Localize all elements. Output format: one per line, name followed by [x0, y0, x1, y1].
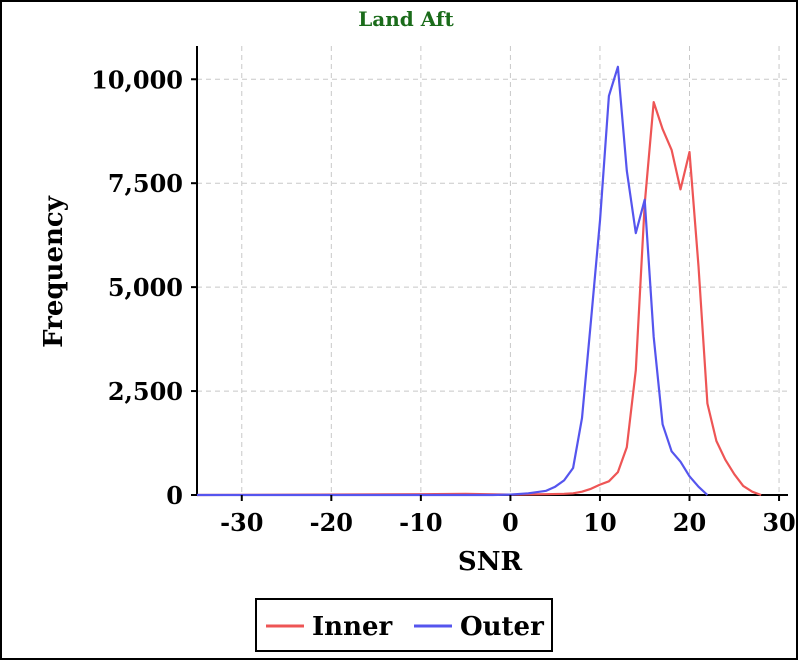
y-tick-label: 7,500 — [108, 169, 183, 198]
x-tick-label: 20 — [673, 508, 706, 537]
series-line-inner — [196, 100, 762, 497]
legend: Inner Outer — [255, 598, 553, 652]
x-tick-label: 0 — [502, 508, 519, 537]
x-axis-title: SNR — [458, 547, 523, 577]
y-axis-title: Frequency — [39, 195, 69, 348]
y-tick-label: 10,000 — [91, 65, 183, 94]
y-tick-label: 2,500 — [108, 377, 183, 406]
x-tick-label: -30 — [220, 508, 263, 537]
x-tick-label: -20 — [310, 508, 353, 537]
y-tick-label: 0 — [166, 481, 183, 510]
legend-label-inner: Inner — [312, 612, 393, 642]
tick-labels: -30 -20 -10 0 10 20 30 0 2,500 5,000 7,500 10,000 — [91, 65, 796, 537]
x-tick-label: -10 — [399, 508, 442, 537]
grid-lines — [197, 46, 788, 496]
x-tick-label: 30 — [762, 508, 795, 537]
series-line-outer — [197, 65, 709, 497]
y-tick-label: 5,000 — [108, 273, 183, 302]
legend-label-outer: Outer — [460, 612, 544, 642]
legend-box — [255, 598, 553, 652]
series-lines — [196, 65, 762, 497]
chart-title: Land Aft — [358, 7, 454, 31]
x-tick-label: 10 — [583, 508, 616, 537]
